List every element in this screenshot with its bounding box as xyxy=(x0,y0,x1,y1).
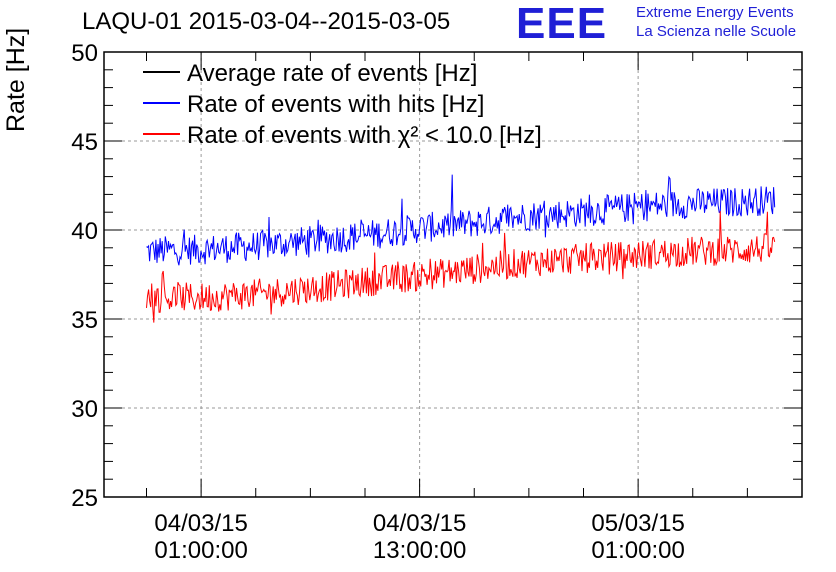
logo-caption: Extreme Energy Events La Scienza nelle S… xyxy=(636,3,796,41)
x-tick-label-date: 04/03/15 xyxy=(154,510,247,537)
y-tick-label: 40 xyxy=(71,218,98,245)
y-tick-label: 50 xyxy=(71,40,98,67)
series-line-hits xyxy=(146,174,776,266)
plot-frame xyxy=(103,51,803,498)
legend-label: Rate of events with χ² < 10.0 [Hz] xyxy=(187,122,542,149)
x-tick-label-date: 05/03/15 xyxy=(591,510,684,537)
y-tick-label: 25 xyxy=(71,485,98,512)
logo-caption-line2: La Scienza nelle Scuole xyxy=(636,23,797,40)
x-tick-label-time: 01:00:00 xyxy=(154,537,247,564)
x-tick-label-time: 13:00:00 xyxy=(373,537,466,564)
logo-caption-line1: Extreme Energy Events xyxy=(636,4,794,21)
eee-logo: EEE xyxy=(516,0,608,48)
legend-label: Average rate of events [Hz] xyxy=(187,60,477,87)
x-tick-label-time: 01:00:00 xyxy=(591,537,684,564)
y-tick-label: 45 xyxy=(71,129,98,156)
y-tick-label: 35 xyxy=(71,307,98,334)
chart-title: LAQU-01 2015-03-04--2015-03-05 xyxy=(82,8,451,35)
y-tick-label: 30 xyxy=(71,396,98,423)
x-tick-label-date: 04/03/15 xyxy=(373,510,466,537)
legend-label: Rate of events with hits [Hz] xyxy=(187,91,484,118)
series-line-chi2 xyxy=(146,211,776,323)
